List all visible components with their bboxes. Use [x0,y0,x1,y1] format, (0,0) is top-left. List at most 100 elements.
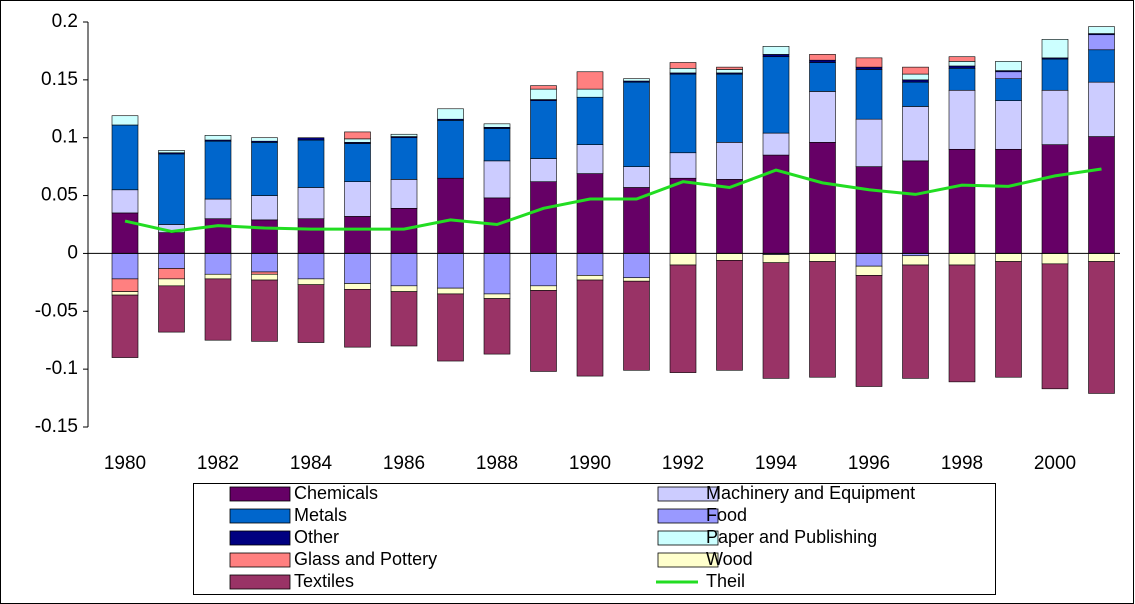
bar-segment [204,253,232,275]
bar-segment [995,61,1022,71]
bar-segment [1088,49,1115,83]
legend-label: Food [706,505,747,525]
bar-segment [437,293,464,362]
bar-segment [437,177,464,254]
bar-segment [948,65,976,69]
bar-segment [576,253,604,276]
bar-segment [1088,81,1115,137]
bar-segment [530,88,557,100]
bar-segment [158,285,185,333]
bar-segment [948,61,976,67]
bar-segment [251,271,278,275]
x-tick-label: 1992 [662,453,704,474]
x-tick-label: 2000 [1034,453,1076,474]
legend-label: Textiles [294,571,354,591]
legend-swatch [657,508,719,524]
legend-swatch [229,552,291,568]
bar-segment [1088,253,1115,262]
y-tick-label: 0.15 [41,69,78,90]
x-tick-label: 1998 [941,453,983,474]
bar-segment [437,120,464,179]
bar-segment [576,144,604,174]
bar-segment [344,253,371,284]
bar-segment [483,293,511,299]
bar-segment [251,195,278,221]
bar-segment [716,73,743,143]
bar-segment [158,268,185,280]
bar-segment [995,148,1022,254]
bar-segment [809,142,836,254]
legend-label: Other [294,527,339,547]
bar-segment [530,290,557,372]
bar-segment [251,279,278,342]
bar-segment [530,181,557,254]
bar-segment [762,45,790,55]
bar-segment [204,140,232,200]
bar-segment [297,278,325,285]
x-tick-label: 1988 [476,453,518,474]
bar-segment [530,100,557,159]
bar-segment [902,160,929,254]
bar-segment [344,143,371,182]
bar-segment [158,150,185,154]
bar-segment [762,132,790,156]
bar-segment [483,128,511,162]
legend-swatch [229,508,291,524]
bar-segment [483,298,511,355]
bar-segment [390,291,418,347]
legend-swatch [657,530,719,546]
bar-segment [902,79,929,83]
bar-segment [297,284,325,343]
bar-segment [437,108,464,120]
bar-segment [204,135,232,141]
bar-segment [762,262,790,379]
bar-segment [809,91,836,143]
y-tick-label: 0 [67,242,78,263]
bar-segment [902,264,929,379]
legend-label: Glass and Pottery [294,549,437,569]
legend-label: Theil [706,571,745,591]
bar-segment [948,89,976,150]
bar-segment [530,158,557,182]
bar-segment [251,253,278,273]
bar-segment [855,265,883,276]
bar-segment [948,264,976,383]
bar-segment [483,123,511,128]
bar-segment [158,278,185,287]
bar-segment [855,57,883,68]
bar-segment [111,253,139,280]
bar-segment [669,67,697,74]
bar-segment [623,81,650,167]
bar-segment [995,78,1022,101]
bar-segment [158,253,185,269]
bar-segment [669,177,697,254]
bar-segment [576,96,604,145]
bar-segment [948,253,976,266]
bar-segment [902,81,929,107]
bar-segment [297,139,325,188]
bar-segment [297,218,325,254]
bar-segment [716,69,743,74]
bar-segment [1088,136,1115,254]
bar-segment [995,71,1022,79]
bar-segment [576,173,604,254]
bar-segment [390,285,418,292]
bar-segment [111,115,139,126]
bar-segment [390,208,418,254]
bar-segment [623,253,650,279]
bar-segment [251,273,278,281]
bar-segment [902,106,929,162]
bar-segment [204,273,232,280]
bar-segment [483,253,511,295]
bar-segment [576,279,604,377]
bar-segment [344,216,371,254]
legend-label: Machinery and Equipment [706,483,915,503]
bar-segment [390,179,418,209]
bar-segment [809,59,836,63]
legend-swatch [229,530,291,546]
bar-segment [1041,58,1069,91]
bar-segment [158,153,185,225]
bar-segment [948,67,976,91]
bar-segment [809,62,836,92]
